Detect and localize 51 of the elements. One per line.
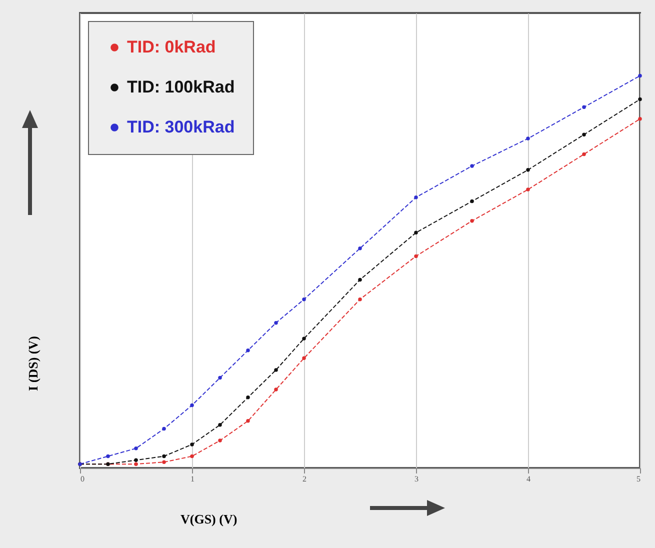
point — [218, 376, 222, 380]
point — [526, 188, 530, 192]
point — [582, 132, 586, 136]
point — [134, 446, 138, 450]
point — [190, 442, 194, 446]
point — [274, 368, 278, 372]
point — [302, 356, 306, 360]
legend-label: TID: 0kRad — [127, 38, 216, 56]
point — [302, 297, 306, 302]
point — [162, 426, 166, 431]
point — [526, 136, 530, 140]
x-tick-label: 1 — [190, 474, 194, 484]
point — [134, 458, 138, 462]
point — [218, 422, 222, 427]
point — [414, 230, 418, 235]
point — [358, 278, 362, 282]
point — [638, 74, 642, 78]
point — [246, 419, 250, 423]
x-tick-label: 5 — [636, 474, 640, 484]
point — [218, 438, 222, 442]
point — [582, 105, 586, 110]
legend-label: TID: 300kRad — [127, 118, 235, 136]
point — [162, 460, 166, 464]
point — [414, 254, 418, 258]
x-tick-label: 4 — [526, 474, 530, 484]
point — [414, 195, 418, 200]
point — [246, 396, 250, 400]
point — [358, 297, 362, 302]
point — [190, 454, 194, 458]
point — [302, 336, 306, 340]
point — [246, 348, 250, 352]
legend-label: TID: 100kRad — [127, 78, 235, 96]
point — [526, 168, 530, 172]
x-tick-label: 2 — [302, 474, 306, 484]
point — [638, 117, 642, 121]
x-tick-label: 0 — [80, 474, 84, 484]
point — [190, 403, 194, 408]
point — [162, 454, 166, 458]
point — [358, 246, 362, 250]
x-axis-title: V(GS) (V) — [180, 512, 238, 526]
point — [470, 164, 474, 168]
point — [638, 97, 642, 102]
point — [470, 199, 474, 204]
point — [470, 219, 474, 223]
point — [582, 152, 586, 156]
point — [274, 321, 278, 325]
x-tick-label: 3 — [414, 474, 418, 484]
y-axis-title: I (DS) (V) — [26, 336, 40, 391]
point — [134, 462, 138, 466]
point — [106, 454, 110, 458]
point — [274, 388, 278, 392]
